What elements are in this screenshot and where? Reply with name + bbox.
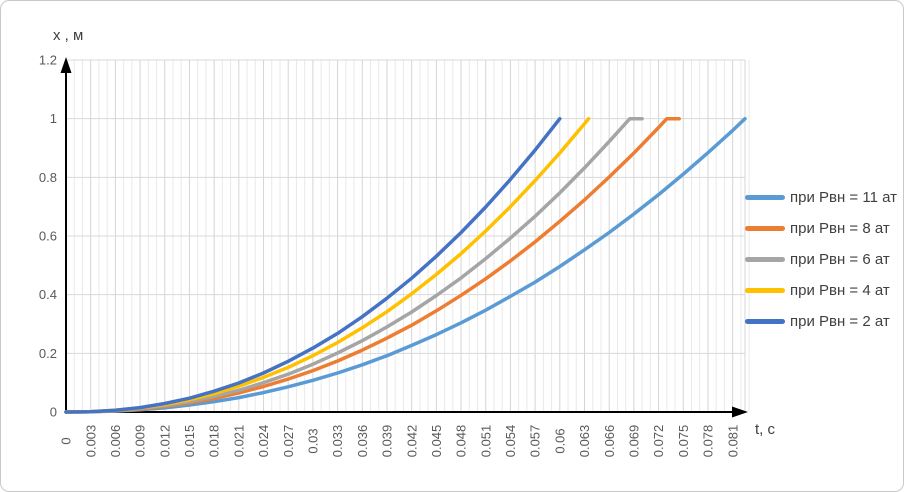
legend-label: при Рвн = 6 ат <box>790 251 890 268</box>
legend: при Рвн = 11 ат при Рвн = 8 ат при Рвн = 6… <box>745 182 897 337</box>
x-tick-label: 0.072 <box>651 425 666 458</box>
x-tick-label: 0.039 <box>380 425 395 458</box>
legend-item: при Рвн = 11 ат <box>745 182 897 213</box>
legend-item: при Рвн = 8 ат <box>745 213 897 244</box>
legend-item: при Рвн = 6 ат <box>745 244 897 275</box>
x-tick-label: 0.009 <box>133 425 148 458</box>
x-tick-label: 0.057 <box>528 425 543 458</box>
x-tick-label: 0.018 <box>207 425 222 458</box>
legend-item: при Рвн = 4 ат <box>745 275 897 306</box>
y-axis-arrow <box>60 57 72 73</box>
x-tick-label: 0.075 <box>676 425 691 458</box>
x-tick-label: 0.069 <box>626 425 641 458</box>
legend-line-swatch <box>745 195 785 200</box>
legend-line-swatch <box>745 288 785 293</box>
legend-item: при Рвн = 2 ат <box>745 306 897 337</box>
legend-label: при Рвн = 2 ат <box>790 313 890 330</box>
y-tick-label: 0 <box>50 405 57 420</box>
x-tick-label: 0.027 <box>281 425 296 458</box>
x-tick-label: 0.06 <box>552 428 567 453</box>
legend-line-swatch <box>745 319 785 324</box>
y-tick-label: 1.2 <box>39 53 57 68</box>
x-tick-label: 0.054 <box>503 425 518 458</box>
x-tick-label: 0.012 <box>157 425 172 458</box>
series-curve <box>64 116 747 414</box>
x-tick-label: 0.048 <box>454 425 469 458</box>
series-curve <box>64 116 562 414</box>
y-tick-label: 0.4 <box>39 287 57 302</box>
x-tick-label: 0.081 <box>725 425 740 458</box>
legend-label: при Рвн = 4 ат <box>790 282 890 299</box>
x-tick-label: 0.066 <box>602 425 617 458</box>
x-tick-label: 0.021 <box>231 425 246 458</box>
legend-label: при Рвн = 8 ат <box>790 220 890 237</box>
x-tick-label: 0.045 <box>429 425 444 458</box>
y-tick-label: 1 <box>50 111 57 126</box>
y-axis-title: х , м <box>53 27 84 44</box>
x-tick-label: 0.024 <box>256 425 271 458</box>
legend-line-swatch <box>745 226 785 231</box>
x-tick-label: 0.078 <box>701 425 716 458</box>
y-tick-label: 0.2 <box>39 346 57 361</box>
x-tick-label: 0 <box>59 437 74 444</box>
x-tick-label: 0.036 <box>355 425 370 458</box>
x-tick-label: 0.006 <box>108 425 123 458</box>
x-axis-arrow <box>732 406 748 418</box>
x-tick-label: 0.033 <box>330 425 345 458</box>
legend-line-swatch <box>745 257 785 262</box>
x-tick-label: 0.03 <box>305 428 320 453</box>
y-tick-label: 0.8 <box>39 170 57 185</box>
y-tick-label: 0.6 <box>39 229 57 244</box>
x-axis-title: t, c <box>755 421 776 438</box>
x-tick-label: 0.063 <box>577 425 592 458</box>
x-tick-label: 0.051 <box>478 425 493 458</box>
x-tick-label: 0.015 <box>182 425 197 458</box>
legend-label: при Рвн = 11 ат <box>790 189 897 206</box>
x-tick-label: 0.042 <box>404 425 419 458</box>
x-tick-label: 0.003 <box>83 425 98 458</box>
